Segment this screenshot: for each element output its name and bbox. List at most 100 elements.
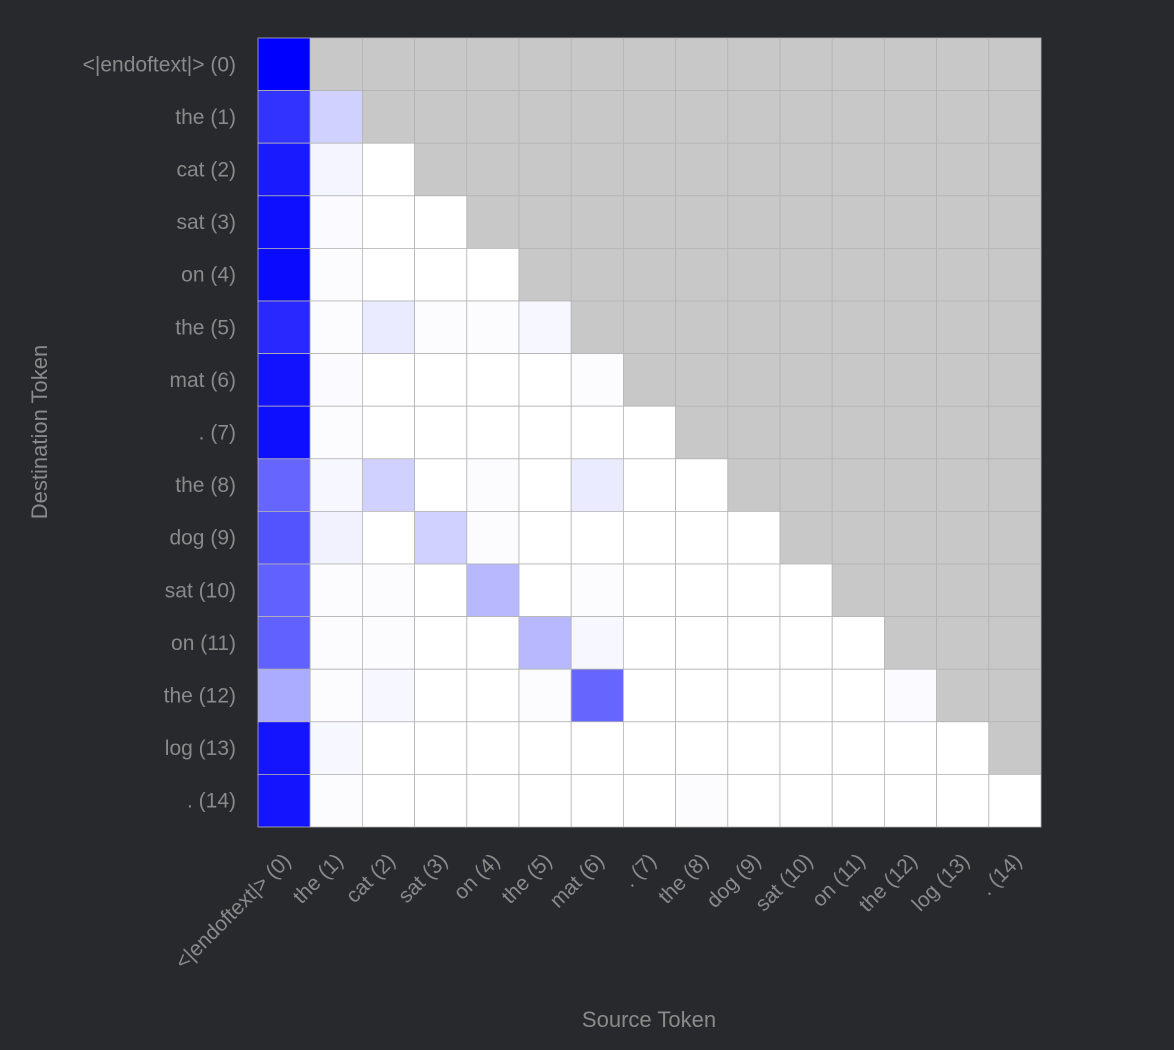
heatmap-cell-masked — [988, 195, 1042, 249]
heatmap-cell-masked — [831, 458, 885, 512]
heatmap-cell — [414, 563, 468, 617]
heatmap-cell — [518, 300, 572, 354]
heatmap-cell — [727, 668, 781, 723]
heatmap-cell — [570, 563, 624, 617]
heatmap-cell — [779, 721, 833, 775]
heatmap-cell-masked — [936, 195, 990, 249]
heatmap-cell-masked — [623, 37, 677, 91]
heatmap-cell-masked — [988, 668, 1042, 723]
heatmap-cell-masked — [414, 142, 468, 197]
heatmap-cell — [623, 668, 677, 723]
heatmap-cell — [623, 510, 677, 565]
y-tick-label: sat (3) — [176, 211, 236, 234]
heatmap-cell — [361, 195, 415, 249]
heatmap-cell-masked — [936, 300, 990, 354]
heatmap-cell-masked — [779, 353, 833, 407]
heatmap-cell-masked — [309, 37, 363, 91]
heatmap-cell-masked — [779, 405, 833, 460]
heatmap-cell — [675, 721, 729, 775]
heatmap-cell — [361, 510, 415, 565]
heatmap-cell — [309, 353, 363, 407]
heatmap-cell — [466, 774, 520, 828]
heatmap-cell — [675, 774, 729, 828]
heatmap-cell-masked — [623, 353, 677, 407]
heatmap-cell — [309, 195, 363, 249]
heatmap-cell — [309, 90, 363, 144]
heatmap-cell-masked — [884, 405, 938, 460]
heatmap-cell — [466, 510, 520, 565]
heatmap-cell — [884, 668, 938, 723]
heatmap-cell-masked — [727, 458, 781, 512]
y-tick-label: the (1) — [175, 106, 236, 129]
heatmap-cell-masked — [570, 37, 624, 91]
heatmap-cell-masked — [675, 37, 729, 91]
y-tick-label: cat (2) — [176, 159, 236, 182]
heatmap-cell — [361, 142, 415, 197]
heatmap-cell-masked — [623, 90, 677, 144]
heatmap-cell — [466, 563, 520, 617]
heatmap-cell-masked — [831, 195, 885, 249]
heatmap-cell-masked — [675, 90, 729, 144]
heatmap-cell — [361, 721, 415, 775]
heatmap-cell — [257, 668, 311, 723]
heatmap-cell-masked — [570, 247, 624, 302]
heatmap-cell-masked — [414, 37, 468, 91]
heatmap-cell — [623, 774, 677, 828]
heatmap-cell — [257, 90, 311, 144]
heatmap-cell — [257, 774, 311, 828]
heatmap-cell-masked — [884, 510, 938, 565]
heatmap-cell — [257, 300, 311, 354]
heatmap-cell — [414, 458, 468, 512]
heatmap-cell — [675, 616, 729, 670]
heatmap-cell — [414, 616, 468, 670]
heatmap-cell-masked — [779, 195, 833, 249]
y-tick-label: . (7) — [199, 422, 236, 445]
heatmap-cell-masked — [727, 405, 781, 460]
heatmap-cell — [518, 668, 572, 723]
heatmap-cell-masked — [518, 142, 572, 197]
heatmap-cell-masked — [570, 142, 624, 197]
heatmap-cell — [518, 616, 572, 670]
heatmap-cell — [518, 458, 572, 512]
heatmap-cell — [309, 142, 363, 197]
heatmap-cell — [623, 616, 677, 670]
heatmap-cell — [309, 405, 363, 460]
x-tick-label: on (4) — [449, 849, 504, 904]
y-tick-label: sat (10) — [165, 579, 236, 602]
heatmap-cell-masked — [936, 90, 990, 144]
heatmap-cell-masked — [988, 247, 1042, 302]
heatmap-cell — [466, 247, 520, 302]
heatmap-cell-masked — [518, 37, 572, 91]
heatmap-cell-masked — [936, 353, 990, 407]
heatmap-cell-masked — [675, 142, 729, 197]
y-tick-label: on (4) — [181, 264, 236, 287]
heatmap-cell-masked — [675, 247, 729, 302]
heatmap-cell-masked — [988, 353, 1042, 407]
heatmap-cell — [518, 721, 572, 775]
heatmap-cell-masked — [570, 90, 624, 144]
y-axis-title: Destination Token — [27, 345, 52, 520]
heatmap-cell — [466, 721, 520, 775]
heatmap-cell-masked — [988, 721, 1042, 775]
heatmap-cell — [361, 247, 415, 302]
heatmap-cell-masked — [779, 37, 833, 91]
heatmap-cell-masked — [936, 616, 990, 670]
heatmap-cell-masked — [884, 353, 938, 407]
x-tick-label: . (7) — [618, 849, 661, 892]
heatmap-cell — [466, 300, 520, 354]
heatmap-cell-masked — [936, 510, 990, 565]
heatmap-cell — [675, 668, 729, 723]
heatmap-cell-masked — [414, 90, 468, 144]
heatmap-cell-masked — [623, 195, 677, 249]
heatmap-cell-masked — [623, 300, 677, 354]
heatmap-cell-masked — [466, 90, 520, 144]
heatmap-cell-masked — [936, 37, 990, 91]
heatmap-cell-masked — [831, 300, 885, 354]
heatmap-cell — [309, 668, 363, 723]
heatmap-cell-masked — [675, 300, 729, 354]
heatmap-cell-masked — [988, 300, 1042, 354]
heatmap-cell-masked — [361, 37, 415, 91]
heatmap-cell — [727, 616, 781, 670]
heatmap-cell-masked — [988, 510, 1042, 565]
heatmap-cell — [675, 458, 729, 512]
